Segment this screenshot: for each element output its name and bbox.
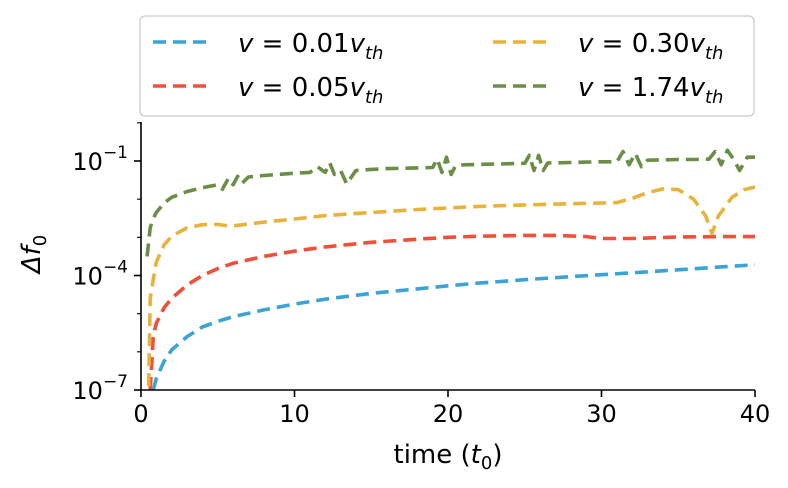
x-tick-label-20: 20 (433, 400, 464, 428)
x-axis-label-var: t (471, 440, 482, 470)
y-axis-label-main: Δf (17, 242, 47, 275)
legend-label-4: v = 1.74vth (578, 73, 723, 108)
x-ticks: 0 10 20 30 40 (133, 390, 770, 428)
y-tick-label-1: 10−4 (72, 258, 128, 291)
y-ticks: 10−7 10−4 10−1 (72, 122, 141, 405)
y-tick-label-2: 10−1 (72, 143, 128, 176)
y-axis-label-sub: 0 (30, 235, 51, 246)
legend-label-1: v = 0.01vth (238, 29, 383, 64)
series-line-1 (151, 263, 755, 390)
x-axis-label-sub: 0 (481, 453, 492, 474)
series-line-3 (146, 185, 755, 387)
x-tick-label-0: 0 (133, 400, 148, 428)
x-axis-label-close: ) (492, 440, 502, 470)
x-tick-label-40: 40 (740, 400, 771, 428)
y-tick-label-0: 10−7 (72, 372, 128, 405)
y-axis-label: Δf0 (17, 235, 51, 275)
x-tick-label-30: 30 (586, 400, 617, 428)
series-line-4 (145, 148, 755, 257)
legend-label-2: v = 0.05vth (238, 73, 383, 108)
legend: v = 0.01vth v = 0.05vth v = 0.30vth v = 1.7… (139, 15, 755, 117)
x-tick-label-10: 10 (279, 400, 310, 428)
series-line-2 (148, 233, 755, 390)
x-axis-label: time (t0) (394, 440, 503, 474)
legend-label-3: v = 0.30vth (578, 29, 723, 64)
series-layer (145, 148, 755, 390)
legend-frame (139, 15, 755, 117)
